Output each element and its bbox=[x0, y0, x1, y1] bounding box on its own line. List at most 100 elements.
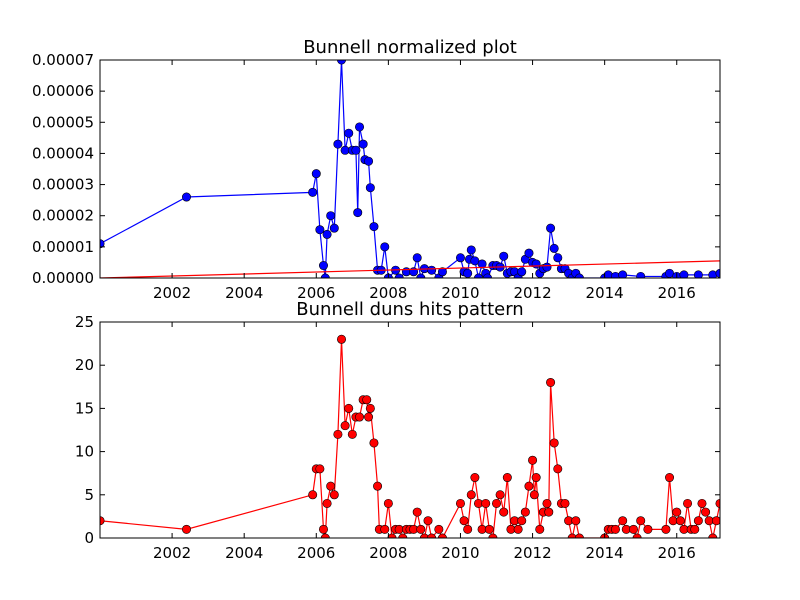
chart-1-series-0-point-63 bbox=[535, 524, 545, 534]
chart-0-y-tick-label-6: 0.00006 bbox=[32, 82, 94, 100]
chart-1-x-tick-label-5: 2012 bbox=[513, 544, 551, 562]
chart-1-series-0-point-11 bbox=[337, 334, 347, 344]
chart-0-series-0-point-37 bbox=[455, 253, 465, 263]
chart-0-series-0-point-57 bbox=[524, 248, 534, 258]
chart-1-series-0-point-25 bbox=[383, 498, 393, 508]
chart-0-title: Bunnell normalized plot bbox=[303, 37, 517, 58]
chart-0-series-0-point-2 bbox=[308, 187, 318, 197]
chart-0-x-tick-label-0: 2002 bbox=[153, 284, 191, 302]
chart-0-series-0-point-62 bbox=[542, 262, 552, 272]
chart-1-series-0-point-51 bbox=[495, 490, 505, 500]
chart-1-series-0-point-33 bbox=[412, 507, 422, 517]
chart-1-series-0-point-20 bbox=[365, 403, 375, 413]
chart-0-series-0-point-50 bbox=[499, 251, 509, 261]
chart-1-x-tick-label-4: 2010 bbox=[441, 544, 479, 562]
chart-1-series-0-point-66 bbox=[544, 507, 554, 517]
chart-1-series-0-point-36 bbox=[423, 516, 433, 526]
chart-1-series-0-point-82 bbox=[628, 524, 638, 534]
chart-1-series-0-point-38 bbox=[434, 524, 444, 534]
chart-0-series-1-line bbox=[100, 260, 720, 278]
chart-1-y-tick-label-4: 20 bbox=[75, 356, 94, 374]
chart-0-series-0-point-4 bbox=[315, 225, 325, 235]
chart-1-y-tick-label-0: 0 bbox=[84, 529, 94, 547]
chart-1-x-tick-label-2: 2006 bbox=[297, 544, 335, 562]
chart-1-series-0-point-44 bbox=[470, 473, 480, 483]
chart-1-series-0-point-94 bbox=[690, 524, 700, 534]
chart-1-y-tick-label-5: 25 bbox=[75, 313, 94, 331]
chart-1-plot-area bbox=[100, 322, 720, 538]
chart-1-series-0-point-2 bbox=[308, 490, 318, 500]
chart-1-series-0-point-67 bbox=[546, 377, 556, 387]
chart-1-series-0-point-53 bbox=[502, 473, 512, 483]
chart-1-series-0-point-74 bbox=[571, 516, 581, 526]
chart-1-series-0-point-19 bbox=[364, 412, 374, 422]
chart-0-plot-area bbox=[100, 60, 720, 278]
chart-1-series-0-point-1 bbox=[182, 524, 192, 534]
chart-1-series-0-point-22 bbox=[373, 481, 383, 491]
chart-0-series-0-point-5 bbox=[318, 261, 328, 271]
chart-1-series-0-point-10 bbox=[333, 429, 343, 439]
chart-0-series-0-point-59 bbox=[531, 259, 541, 269]
chart-0-series-0-point-20 bbox=[364, 156, 374, 166]
chart-1-frame bbox=[99, 321, 721, 539]
chart-1-series-0-point-18 bbox=[362, 395, 372, 405]
chart-1-series-0-point-48 bbox=[484, 524, 494, 534]
chart-0-y-tick-label-0: 0.00000 bbox=[32, 269, 94, 287]
chart-0-series-0-point-41 bbox=[466, 245, 476, 255]
chart-1-series-0-point-69 bbox=[553, 464, 563, 474]
chart-1-series-0-point-43 bbox=[466, 490, 476, 500]
chart-0-series-0-point-21 bbox=[365, 183, 375, 193]
chart-0-x-tick-label-5: 2012 bbox=[513, 284, 551, 302]
chart-1-series-0-point-42 bbox=[463, 524, 473, 534]
chart-0-series-0-point-75 bbox=[618, 270, 628, 278]
chart-1-x-tick-label-1: 2004 bbox=[225, 544, 263, 562]
chart-1-series-0-point-12 bbox=[340, 421, 350, 431]
chart-0-series-0-point-81 bbox=[693, 270, 703, 278]
chart-1-y-tick-label-1: 5 bbox=[84, 486, 94, 504]
chart-1-series-0-point-86 bbox=[661, 524, 671, 534]
chart-0-series-0-point-39 bbox=[463, 268, 473, 278]
chart-1-series-0-point-96 bbox=[697, 498, 707, 508]
chart-0-series-0-point-11 bbox=[337, 60, 347, 65]
chart-0-x-tick-label-7: 2016 bbox=[658, 284, 696, 302]
chart-1-series-0-point-50 bbox=[492, 498, 502, 508]
chart-1-series-0-point-71 bbox=[560, 498, 570, 508]
chart-0-series-0-point-31 bbox=[412, 253, 422, 263]
chart-1-x-tick-label-3: 2008 bbox=[369, 544, 407, 562]
chart-1-series-0-point-5 bbox=[318, 524, 328, 534]
chart-1-x-tick-label-6: 2014 bbox=[586, 544, 624, 562]
chart-1-series-0-point-97 bbox=[701, 507, 711, 517]
chart-0-panel: Bunnell normalized plot 2002 2004 2006 2008 2… bbox=[32, 37, 721, 302]
chart-1-series-0-point-79 bbox=[610, 524, 620, 534]
chart-1-series-0-point-85 bbox=[643, 524, 653, 534]
chart-1-series-0-point-4 bbox=[315, 464, 325, 474]
chart-1-series-0-point-34 bbox=[416, 524, 426, 534]
chart-0-series-0-point-13 bbox=[344, 128, 354, 138]
chart-1-series-0-point-16 bbox=[355, 412, 365, 422]
chart-0-x-tick-label-2: 2006 bbox=[297, 284, 335, 302]
chart-1-x-tick-label-0: 2002 bbox=[153, 544, 191, 562]
chart-0-series-0-point-65 bbox=[553, 253, 563, 263]
chart-0-series-0-point-15 bbox=[351, 145, 361, 155]
chart-0-series-0-point-44 bbox=[477, 259, 487, 269]
chart-1-series-0-point-65 bbox=[542, 498, 552, 508]
chart-1-series-0-point-80 bbox=[618, 516, 628, 526]
chart-1-series-0-point-21 bbox=[369, 438, 379, 448]
chart-0-series-0-point-1 bbox=[182, 192, 192, 202]
chart-0-y-tick-label-3: 0.00003 bbox=[32, 176, 94, 194]
chart-0-y-tick-label-1: 0.00001 bbox=[32, 238, 94, 256]
chart-1-series-0-point-13 bbox=[344, 403, 354, 413]
chart-0-series-0-point-16 bbox=[353, 208, 363, 218]
chart-1-series-0-point-56 bbox=[513, 524, 523, 534]
chart-0-y-tick-label-5: 0.00005 bbox=[32, 113, 94, 131]
chart-1-y-tick-label-3: 15 bbox=[75, 399, 94, 417]
chart-0-series-0-point-9 bbox=[329, 223, 339, 233]
chart-1-series-0-point-57 bbox=[517, 516, 527, 526]
chart-1-series-0-point-40 bbox=[455, 498, 465, 508]
chart-0-y-tick-label-4: 0.00004 bbox=[32, 144, 94, 162]
chart-1-series-0-point-7 bbox=[322, 498, 332, 508]
chart-0-series-0-point-36 bbox=[437, 267, 447, 277]
chart-0-x-tick-label-4: 2010 bbox=[441, 284, 479, 302]
chart-1-series-0-point-47 bbox=[481, 498, 491, 508]
